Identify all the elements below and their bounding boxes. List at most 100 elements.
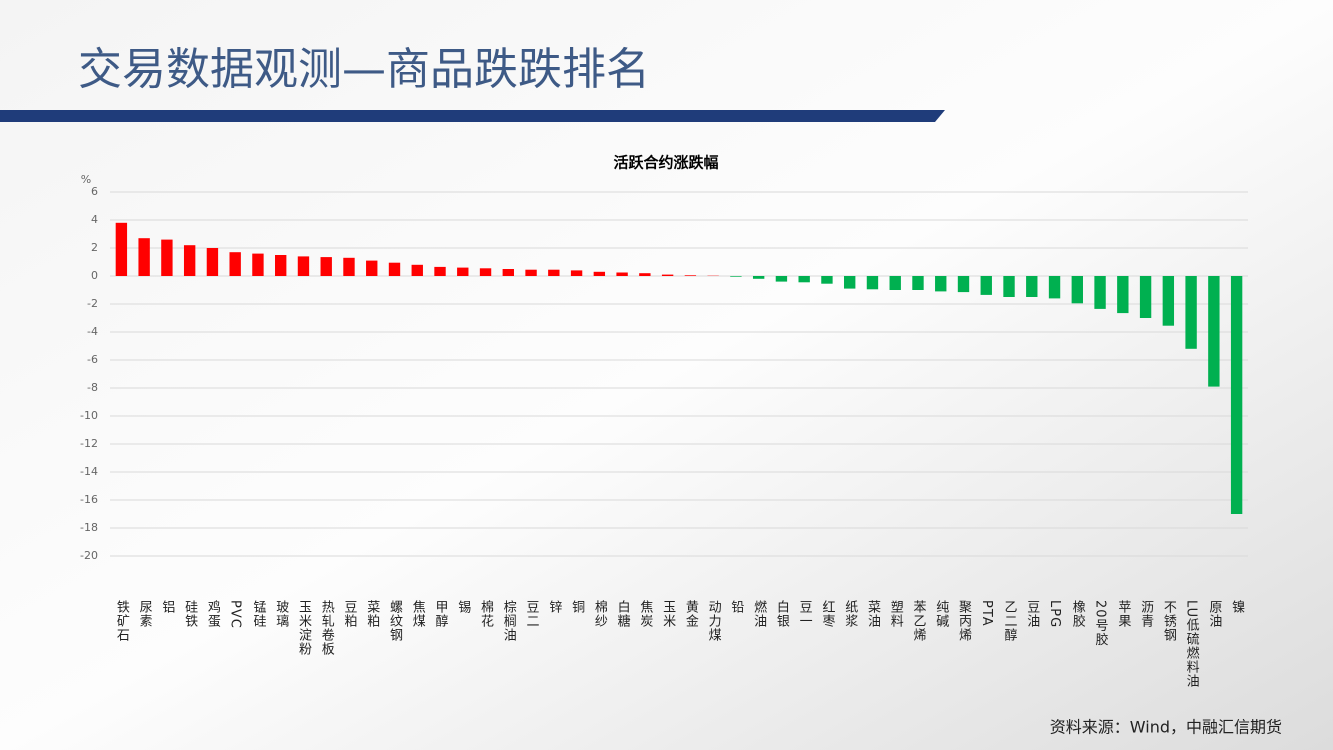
bar	[366, 260, 378, 276]
bar	[320, 257, 332, 276]
bar	[616, 272, 628, 276]
bar	[1003, 276, 1015, 297]
x-tick-label: 豆油	[1024, 600, 1040, 628]
bar	[388, 262, 401, 276]
bar	[229, 252, 241, 276]
bar	[525, 269, 537, 276]
x-tick-label: 锡	[455, 600, 471, 614]
bar	[206, 248, 219, 276]
x-tick-label: 红枣	[819, 599, 835, 628]
x-tick-label: 橡胶	[1070, 600, 1086, 628]
y-tick-label: -10	[80, 409, 98, 422]
bar	[684, 275, 697, 276]
x-tick-label: 硅铁	[182, 600, 198, 628]
x-tick-label: 尿素	[137, 600, 153, 628]
bar	[343, 257, 355, 276]
bar	[411, 264, 423, 276]
y-tick-label: -8	[87, 381, 98, 394]
bar	[1230, 276, 1243, 514]
bar	[570, 270, 583, 276]
bar	[297, 256, 310, 276]
x-tick-label: 热轧卷板	[319, 600, 335, 656]
x-tick-label: 沥青	[1138, 600, 1154, 628]
x-tick-label: 锌	[546, 600, 562, 614]
bar	[980, 276, 992, 295]
bar	[1162, 276, 1175, 326]
x-tick-label: LU低硫燃料油	[1184, 600, 1200, 688]
y-tick-label: 4	[91, 213, 98, 226]
bar	[730, 276, 742, 277]
y-tick-label: -14	[80, 465, 98, 478]
x-tick-label: 原油	[1206, 600, 1222, 628]
x-tick-label: 纸浆	[842, 600, 858, 628]
x-tick-label: 焦煤	[410, 600, 426, 628]
bar	[479, 268, 492, 276]
x-tick-label: 豆粕	[341, 600, 357, 628]
slide-title: 交易数据观测—商品跌跌排名	[78, 44, 650, 95]
x-tick-label: 动力煤	[706, 600, 722, 642]
bar	[1117, 276, 1129, 314]
x-tick-label: 玉米淀粉	[296, 600, 312, 656]
bar	[866, 276, 879, 290]
bar	[957, 276, 970, 293]
x-tick-label: 聚丙烯	[956, 600, 972, 642]
bar	[593, 271, 606, 276]
x-tick-label: 苯乙烯	[910, 600, 926, 642]
x-tick-label: 白糖	[615, 599, 631, 628]
bar	[183, 245, 196, 276]
y-tick-label: -18	[80, 521, 98, 534]
bar	[161, 239, 173, 276]
x-tick-label: 纯碱	[933, 600, 949, 628]
bar	[912, 276, 924, 290]
bar	[1026, 276, 1038, 297]
x-tick-label: 鸡蛋	[205, 599, 221, 628]
x-tick-label: 镍	[1229, 600, 1245, 614]
y-tick-label: -4	[87, 325, 98, 338]
y-tick-label: -20	[80, 549, 98, 562]
y-tick-label: -16	[80, 493, 98, 506]
y-tick-label: -2	[87, 297, 98, 310]
x-tick-label: 锰硅	[250, 600, 266, 628]
bar	[1208, 276, 1220, 387]
y-unit: %	[81, 173, 91, 186]
x-tick-label: 玉米	[660, 600, 676, 628]
x-tick-label: 塑料	[888, 600, 904, 628]
title-band	[0, 110, 945, 122]
y-tick-label: -12	[80, 437, 98, 450]
x-tick-label: LPG	[1047, 600, 1062, 628]
bar	[548, 269, 560, 276]
bar	[1048, 276, 1061, 299]
bar	[434, 266, 446, 276]
x-tick-label: 20号胶	[1093, 600, 1109, 647]
bar	[752, 276, 765, 279]
bar	[457, 267, 469, 276]
y-tick-label: 2	[91, 241, 98, 254]
x-tick-label: 燃油	[751, 599, 767, 628]
bar	[821, 276, 833, 284]
bar	[275, 255, 287, 276]
x-tick-label: PTA	[979, 600, 994, 627]
source-note: 资料来源：Wind，中融汇信期货	[1050, 718, 1282, 737]
bar	[775, 276, 788, 282]
y-tick-label: 6	[91, 185, 98, 198]
x-tick-label: 棕榈油	[501, 600, 517, 642]
x-tick-label: 苹果	[1115, 600, 1131, 628]
bar	[798, 276, 810, 283]
x-tick-label: 豆二	[524, 600, 540, 628]
x-tick-label: 玻璃	[273, 600, 289, 628]
bar	[1185, 276, 1197, 349]
x-tick-label: 不锈钢	[1161, 600, 1177, 642]
x-tick-label: 甲醇	[433, 600, 449, 628]
x-tick-label: 铝	[159, 600, 175, 614]
x-tick-label: 铁矿石	[114, 600, 130, 642]
x-tick-label: 铅	[728, 600, 744, 614]
bar	[1094, 276, 1106, 309]
x-tick-label: 白银	[774, 599, 790, 628]
x-tick-label: 乙二醇	[1002, 600, 1018, 642]
x-tick-label: 棉花	[478, 600, 494, 628]
x-tick-label: 铜	[569, 600, 585, 614]
bar	[639, 273, 651, 276]
